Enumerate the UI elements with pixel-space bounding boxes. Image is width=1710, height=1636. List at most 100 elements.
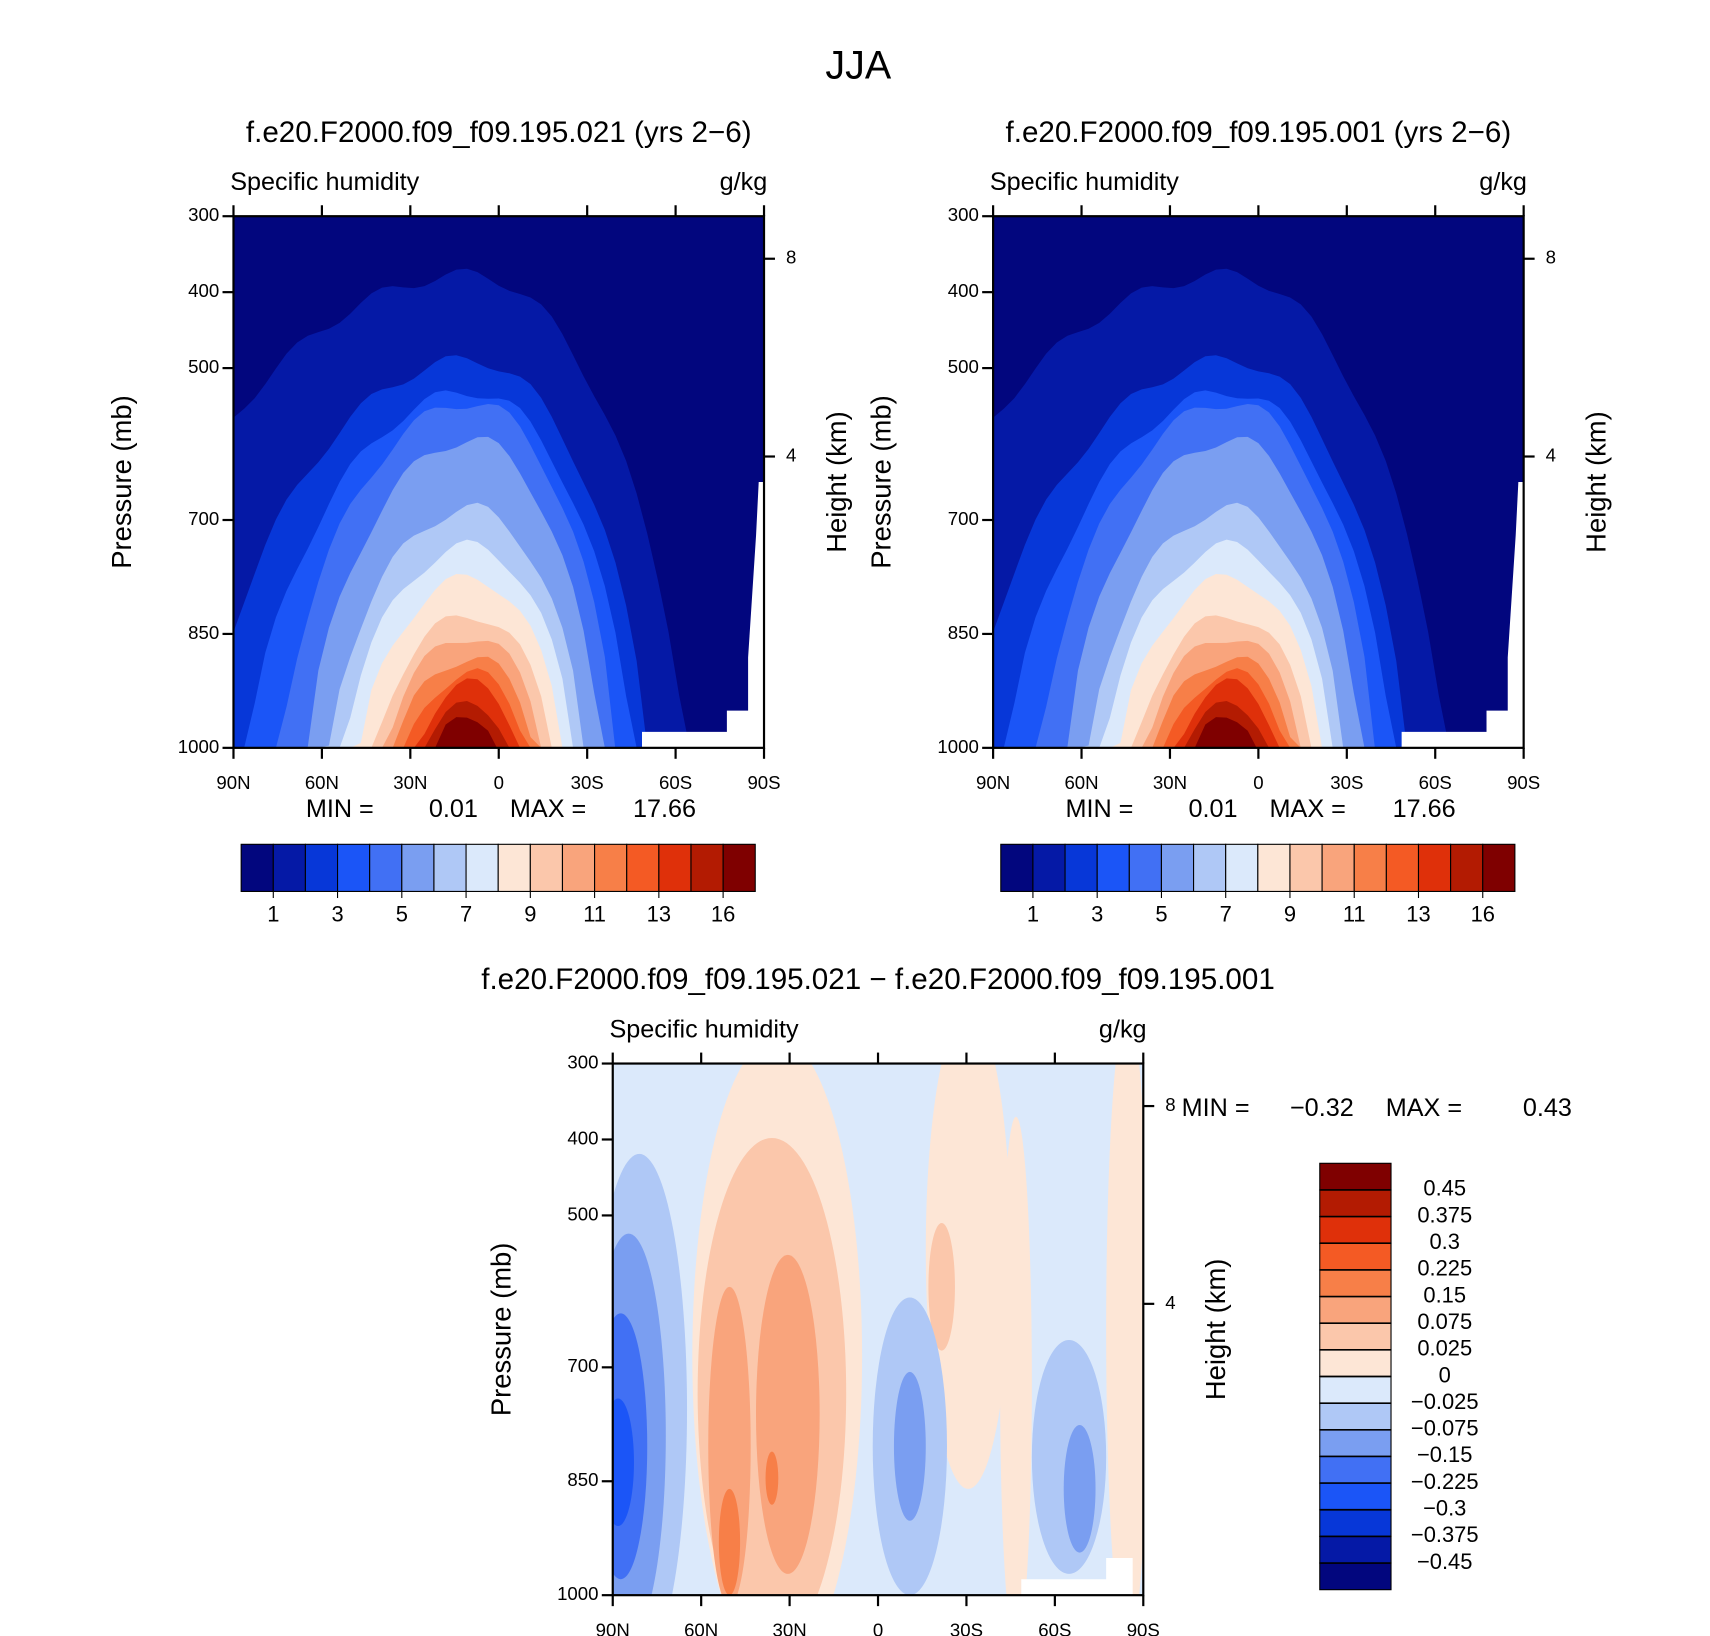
y-tick-label: 700 [567, 1355, 598, 1376]
colorbar-box [529, 843, 564, 892]
colorbar-box [1000, 843, 1034, 892]
x-tick-label: 90N [596, 1619, 630, 1636]
y2-tick-label: 4 [1165, 1292, 1175, 1313]
x-tick-label: 90S [1507, 772, 1540, 793]
colorbar-label: 9 [1284, 901, 1296, 926]
colorbar-label: 11 [583, 901, 606, 926]
contour-field [233, 216, 765, 748]
y-tick-label: 850 [948, 622, 979, 643]
x-tick-label: 90N [976, 772, 1010, 793]
x-tick-label: 30N [773, 1619, 807, 1636]
contour-fill [925, 1063, 1011, 1489]
colorbar-label: −0.45 [1417, 1549, 1472, 1574]
x-tick-label: 60N [1064, 772, 1098, 793]
colorbar-label: 0.075 [1417, 1309, 1472, 1334]
contour-field [993, 216, 1524, 748]
subtitle: Specific humidity [990, 168, 1179, 196]
contour-fill [1063, 1425, 1096, 1553]
colorbar-box [1319, 1322, 1392, 1351]
contour-fill [755, 1254, 820, 1574]
figure-title: JJA [825, 44, 891, 88]
units: g/kg [720, 168, 768, 196]
y-tick-label: 500 [948, 356, 979, 377]
colorbar-box [1319, 1242, 1392, 1271]
colorbar-box [722, 843, 756, 892]
y-tick-label: 700 [948, 508, 979, 529]
colorbar-label: −0.15 [1417, 1442, 1472, 1467]
y-tick-label: 700 [188, 508, 219, 529]
x-tick-label: 0 [873, 1619, 883, 1636]
colorbar-box [336, 843, 371, 892]
colorbar-box [1319, 1455, 1392, 1484]
colorbar-box [497, 843, 531, 892]
colorbar-box [1417, 843, 1452, 892]
colorbar-box [1319, 1535, 1392, 1564]
y2-axis-label: Height (km) [821, 411, 852, 553]
colorbar-box [1319, 1482, 1392, 1511]
colorbar-box [1319, 1429, 1392, 1457]
min-label: MIN = [306, 795, 374, 823]
colorbar-label: 7 [1220, 901, 1232, 926]
colorbar-box [1482, 843, 1516, 892]
colorbar-label: 16 [711, 901, 735, 926]
colorbar-label: 9 [524, 901, 536, 926]
colorbar-label: 3 [1091, 901, 1103, 926]
y2-tick-label: 8 [786, 247, 796, 268]
colorbar-box [1032, 843, 1066, 892]
colorbar-label: 7 [460, 901, 472, 926]
max-value: 17.66 [1393, 795, 1456, 823]
colorbar-box [433, 843, 467, 892]
y-axis-label: Pressure (mb) [106, 395, 137, 569]
colorbar-label: 1 [267, 901, 279, 926]
x-tick-label: 60N [684, 1619, 718, 1636]
colorbar-box [1193, 843, 1227, 892]
contour-fill [233, 678, 765, 748]
colorbar-label: 13 [647, 901, 671, 926]
y2-tick-label: 8 [1546, 247, 1556, 268]
x-tick-label: 0 [494, 772, 504, 793]
x-tick-label: 90S [747, 772, 780, 793]
colorbar-label: −0.025 [1411, 1389, 1479, 1414]
colorbar-label: 0.025 [1417, 1336, 1472, 1361]
max-value: 17.66 [633, 795, 696, 823]
colorbar-box [1257, 843, 1291, 892]
colorbar-label: −0.075 [1411, 1416, 1479, 1441]
colorbar-box [1385, 843, 1420, 892]
y-tick-label: 400 [188, 280, 219, 301]
min-value: 0.01 [1188, 795, 1237, 823]
max-label: MAX = [1270, 795, 1346, 823]
min-value: 0.01 [429, 795, 478, 823]
y-tick-label: 1000 [557, 1583, 598, 1604]
colorbar-label: −0.375 [1411, 1522, 1479, 1547]
colorbar-box [1096, 843, 1130, 892]
units: g/kg [1099, 1015, 1147, 1043]
x-tick-label: 30S [571, 772, 604, 793]
panel-title: f.e20.F2000.f09_f09.195.001 (yrs 2−6) [1006, 116, 1512, 149]
y2-tick-label: 8 [1165, 1094, 1175, 1115]
y2-axis-label: Height (km) [1200, 1259, 1231, 1401]
max-value: 0.43 [1523, 1094, 1572, 1122]
panel-title: f.e20.F2000.f09_f09.195.021 (yrs 2−6) [246, 116, 752, 149]
colorbar-box [690, 843, 724, 892]
colorbar-box [561, 843, 596, 892]
colorbar-label: 5 [396, 901, 408, 926]
y-tick-label: 300 [948, 204, 979, 225]
colorbar-label: 0.45 [1423, 1176, 1466, 1201]
subtitle: Specific humidity [230, 168, 419, 196]
x-tick-label: 60S [659, 772, 692, 793]
min-value: −0.32 [1290, 1094, 1354, 1122]
missing-region [641, 482, 765, 748]
colorbar-box [304, 843, 339, 892]
colorbar-box [1319, 1349, 1392, 1378]
y2-tick-label: 4 [1546, 444, 1556, 465]
y-tick-label: 500 [567, 1203, 598, 1224]
colorbar-box [1450, 843, 1484, 892]
contour-fill [993, 678, 1524, 748]
colorbar-box [1160, 843, 1195, 892]
missing-region [1401, 482, 1524, 748]
x-tick-label: 60N [305, 772, 339, 793]
contour-fill [708, 1286, 751, 1596]
colorbar-box [658, 843, 692, 892]
y-tick-label: 850 [188, 622, 219, 643]
colorbar-label: 5 [1155, 901, 1167, 926]
